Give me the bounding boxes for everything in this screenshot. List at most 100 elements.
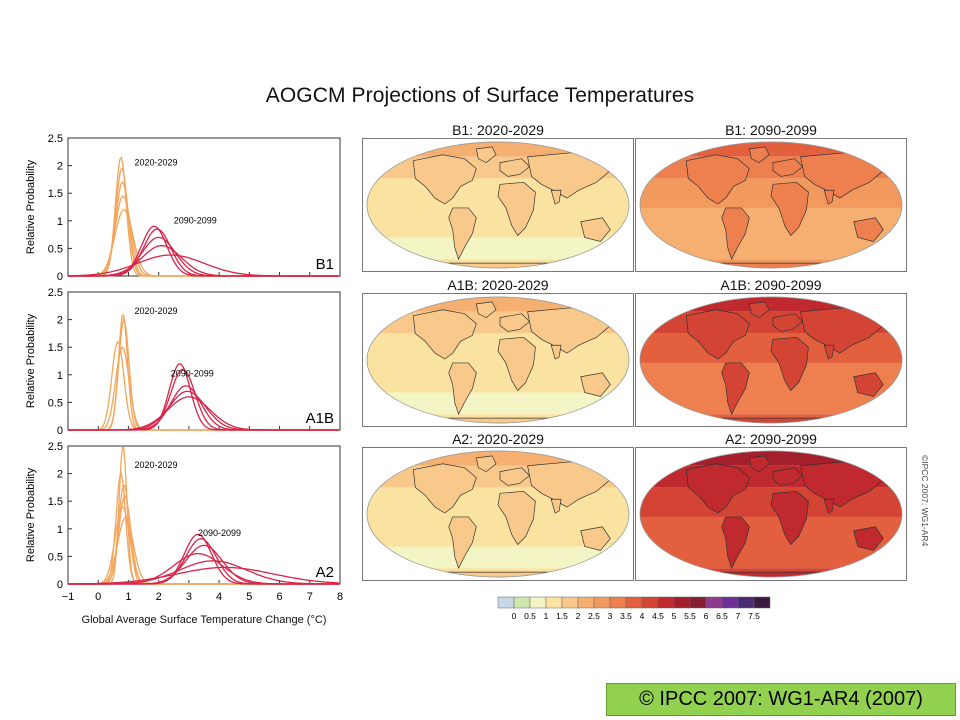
- curve-2090-2099: [68, 566, 339, 585]
- annotation-late: 2090-2099: [171, 368, 214, 378]
- map-svg: [639, 450, 903, 578]
- y-tick-label: 0.5: [48, 243, 63, 255]
- map-outline: [639, 450, 903, 578]
- map-title: A2: 2090-2099: [725, 431, 817, 447]
- colorbar-label: 1: [544, 611, 549, 621]
- y-tick-label: 1.5: [48, 342, 63, 354]
- y-tick-label: 0: [57, 271, 63, 280]
- colorbar-label: 3.5: [620, 611, 632, 621]
- map-land: [748, 455, 770, 473]
- map-land: [770, 181, 809, 237]
- y-tick-label: 1.5: [48, 188, 63, 200]
- map-land: [580, 372, 611, 397]
- map-panel: [635, 293, 907, 427]
- y-tick-label: 1: [57, 370, 63, 382]
- map-land: [748, 301, 770, 319]
- colorbar-swatch: [609, 596, 627, 609]
- map-land: [685, 154, 750, 205]
- map-svg: [639, 296, 903, 424]
- map-land: [475, 146, 497, 164]
- map-outline: [366, 450, 630, 578]
- map-land: [497, 181, 536, 237]
- map-band: [366, 237, 630, 260]
- map-outline: [366, 141, 630, 269]
- map-title: B1: 2090-2099: [725, 122, 817, 138]
- map-panel: [362, 447, 634, 581]
- map-land: [823, 344, 835, 360]
- x-tick-label: −1: [62, 591, 75, 603]
- map-land: [580, 526, 611, 551]
- map-title: A2: 2020-2029: [452, 431, 544, 447]
- curve-2090-2099: [68, 385, 339, 431]
- map-land: [499, 158, 531, 177]
- curve-2020-2029: [68, 346, 339, 431]
- y-tick-label: 2: [57, 161, 63, 173]
- curve-2090-2099: [68, 254, 339, 277]
- map-panel: [635, 447, 907, 581]
- y-tick-label: 0.5: [48, 551, 63, 563]
- map-land: [721, 362, 750, 416]
- annotation-early: 2020-2029: [134, 158, 177, 168]
- y-tick-label: 1: [57, 524, 63, 536]
- colorbar: 0 0.5 1 1.5 2 2.5 3 3.5 4 4.5 5 5.5 6 6.5 7 7.5: [497, 596, 771, 621]
- map-svg: [366, 296, 630, 424]
- chart-b1: 0 0.5 1 1.5 2 2.5 Relative Probability 2020-202…: [25, 133, 341, 280]
- map-land: [770, 490, 809, 546]
- map-land: [550, 189, 562, 205]
- annotation-late: 2090-2099: [198, 528, 241, 538]
- x-tick-label: 3: [186, 591, 192, 603]
- y-tick-label: 2: [57, 315, 63, 327]
- map-svg: [639, 141, 903, 269]
- colorbar-label: 4.5: [652, 611, 664, 621]
- map-title: A1B: 2020-2029: [447, 277, 549, 293]
- y-tick-label: 2.5: [48, 133, 63, 145]
- page-title: AOGCM Projections of Surface Temperature…: [265, 84, 695, 107]
- colorbar-swatch: [737, 596, 755, 609]
- scenario-label: A2: [316, 564, 334, 581]
- map-panel: [635, 138, 907, 272]
- map-land: [412, 154, 477, 205]
- map-band: [639, 546, 903, 569]
- map-land: [448, 207, 477, 261]
- map-svg: [366, 450, 630, 578]
- map-panel: [362, 293, 634, 427]
- map-land: [853, 526, 884, 551]
- y-tick-label: 0: [57, 425, 63, 434]
- map-land: [823, 498, 835, 514]
- colorbar-swatch: [689, 596, 707, 609]
- curve-2090-2099: [68, 560, 339, 585]
- map-land: [497, 490, 536, 546]
- map-land: [685, 463, 750, 514]
- curve-2020-2029: [68, 446, 339, 585]
- annotation-early: 2020-2029: [134, 460, 177, 470]
- x-tick-label: 7: [307, 591, 313, 603]
- x-tick-label: 0: [95, 591, 101, 603]
- map-land: [550, 344, 562, 360]
- colorbar-swatch: [673, 596, 691, 609]
- y-axis-label: Relative Probability: [25, 467, 37, 562]
- map-land: [497, 336, 536, 392]
- map-land: [772, 467, 804, 486]
- colorbar-label: 6.5: [716, 611, 728, 621]
- map-land: [748, 146, 770, 164]
- curve-2090-2099: [68, 236, 339, 277]
- curve-2090-2099: [68, 396, 339, 431]
- chart-a1b: 0 0.5 1 1.5 2 2.5 Relative Probability 2020-202…: [25, 287, 341, 434]
- map-land: [770, 336, 809, 392]
- map-land: [412, 309, 477, 360]
- y-tick-label: 2: [57, 469, 63, 481]
- colorbar-label: 2.5: [588, 611, 600, 621]
- colorbar-label: 2: [576, 611, 581, 621]
- y-axis-label: Relative Probability: [25, 313, 37, 408]
- map-land: [853, 372, 884, 397]
- map-land: [721, 516, 750, 570]
- colorbar-swatch: [625, 596, 643, 609]
- y-tick-label: 1: [57, 216, 63, 228]
- colorbar-swatch: [561, 596, 579, 609]
- colorbar-label: 4: [640, 611, 645, 621]
- colorbar-swatch: [545, 596, 563, 609]
- map-land: [448, 362, 477, 416]
- colorbar-label: 0.5: [524, 611, 536, 621]
- colorbar-swatch: [593, 596, 611, 609]
- x-tick-label: 2: [156, 591, 162, 603]
